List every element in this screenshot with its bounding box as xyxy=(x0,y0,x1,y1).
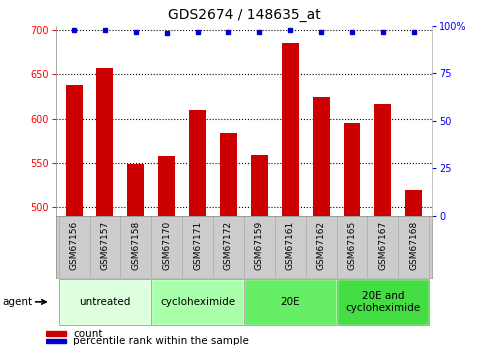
Bar xyxy=(46,331,66,336)
Bar xyxy=(343,123,360,216)
Bar xyxy=(244,279,337,325)
Bar xyxy=(128,164,144,216)
Text: GSM67157: GSM67157 xyxy=(100,220,110,270)
Bar xyxy=(337,279,429,325)
Bar xyxy=(151,279,244,325)
Text: untreated: untreated xyxy=(79,297,130,307)
Bar xyxy=(251,155,268,216)
Text: GSM67156: GSM67156 xyxy=(70,220,79,270)
Bar xyxy=(405,190,422,216)
Text: GSM67161: GSM67161 xyxy=(286,220,295,270)
Text: agent: agent xyxy=(2,297,32,307)
Bar xyxy=(158,157,175,216)
Text: 20E: 20E xyxy=(281,297,300,307)
Text: 20E and
cycloheximide: 20E and cycloheximide xyxy=(345,291,420,313)
Text: GSM67168: GSM67168 xyxy=(409,220,418,270)
Bar xyxy=(374,104,391,216)
Bar xyxy=(151,279,244,325)
Text: GSM67170: GSM67170 xyxy=(162,220,171,270)
Text: count: count xyxy=(73,328,102,338)
Bar xyxy=(46,339,66,343)
Text: GSM67167: GSM67167 xyxy=(378,220,387,270)
Text: cycloheximide: cycloheximide xyxy=(160,297,235,307)
Bar xyxy=(58,279,151,325)
Bar xyxy=(282,43,298,216)
Bar xyxy=(66,85,83,216)
Bar xyxy=(189,110,206,216)
Bar xyxy=(58,279,151,325)
Text: GSM67165: GSM67165 xyxy=(347,220,356,270)
Bar xyxy=(97,68,114,216)
Text: GSM67159: GSM67159 xyxy=(255,220,264,270)
Bar xyxy=(313,97,329,216)
Text: GSM67158: GSM67158 xyxy=(131,220,141,270)
Text: GSM67172: GSM67172 xyxy=(224,220,233,270)
Text: percentile rank within the sample: percentile rank within the sample xyxy=(73,336,249,345)
Text: GSM67171: GSM67171 xyxy=(193,220,202,270)
Bar xyxy=(337,279,429,325)
Text: GSM67162: GSM67162 xyxy=(317,220,326,270)
Bar xyxy=(220,133,237,216)
Title: GDS2674 / 148635_at: GDS2674 / 148635_at xyxy=(168,8,320,22)
Bar xyxy=(244,279,337,325)
